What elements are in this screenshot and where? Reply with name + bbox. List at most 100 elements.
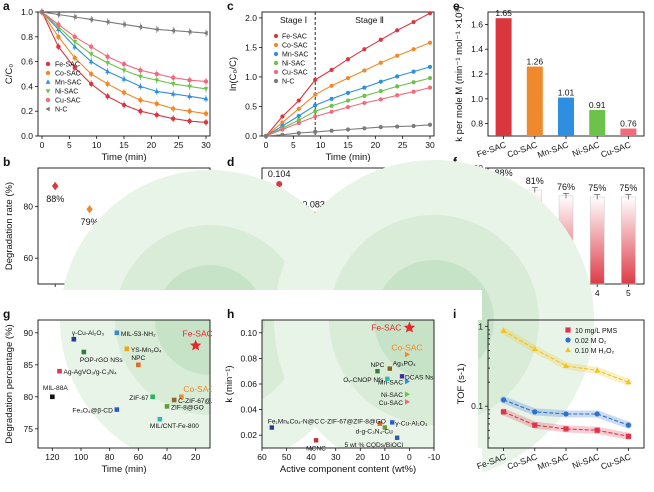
panel-a-point-Mn-SAC	[170, 91, 176, 96]
panel-h-xtick-label: -10	[428, 452, 441, 462]
panel-h-point-label: Fe₁Mn₆Co₄-N@C	[268, 419, 320, 426]
panel-a-legend-label: Mn-SAC	[55, 80, 81, 87]
panel-c-point-Cu-SAC	[378, 97, 383, 102]
panel-g-panel-label: g	[3, 307, 10, 321]
panel-c-legend-label: N-C	[282, 79, 294, 86]
panel-a-point-Ni-SAC	[170, 82, 176, 87]
panel-h-point-Ni-SAC	[404, 391, 411, 398]
panel-c-point-Ni-SAC	[296, 117, 301, 123]
panel-g-point-C-ZIF-67@ZIF-8@GO	[171, 397, 177, 403]
panel-c-stage-2-label: Stage Ⅱ	[355, 15, 384, 25]
panel-c-point-N-C	[280, 132, 285, 137]
panel-c-fit-stage2-Mn-SAC	[314, 66, 431, 106]
panel-a-legend-marker	[45, 79, 51, 84]
panel-h-xtick-label: 60	[257, 452, 267, 462]
panel-a-point-Mn-SAC	[121, 76, 127, 81]
panel-g-point-label: MIL-53-NH₂	[121, 331, 156, 338]
panel-a-point-N-C	[104, 19, 110, 25]
panel-i-point	[531, 345, 538, 352]
panel-h-ytick-label: 0.10	[240, 328, 257, 338]
panel-c-fit-stage1-Mn-SAC	[265, 104, 316, 137]
panel-a-legend-label: Cu-SAC	[55, 98, 81, 105]
panel-h-xlabel: Active component content (wt%)	[280, 464, 416, 475]
panel-h-mask	[212, 290, 482, 320]
panel-a-point-Fe-SAC	[121, 102, 127, 108]
panel-c-point-Cu-SAC	[411, 89, 416, 94]
panel-g-point-label: ZIF-67	[129, 395, 149, 402]
panel-e-panel-label: e	[453, 0, 460, 13]
panel-h-ytick-label: 0.04	[240, 405, 257, 415]
panel-a-ytick-label: 0.4	[21, 81, 33, 91]
panel-c-point-Mn-SAC	[313, 103, 318, 108]
panel-c-point-Ni-SAC	[329, 103, 334, 108]
panel-a-point-Mn-SAC	[137, 83, 143, 89]
panel-a-point-Mn-SAC	[72, 44, 78, 49]
panel-c-point-Co-SAC	[313, 92, 318, 97]
panel-a-point-Cu-SAC	[121, 61, 127, 67]
panel-a-xlabel: Time (min)	[101, 152, 146, 163]
panel-c-fit-stage2-N-C	[315, 124, 431, 133]
panel-f-xtick-label: 5	[626, 288, 631, 298]
panel-g-point-γ-Cu-Al₂O₃	[71, 336, 77, 342]
panel-a-point-Co-SAC	[56, 34, 61, 39]
panel-i-point	[500, 327, 507, 333]
panel-g-xtick-label: 100	[74, 452, 88, 462]
panel-i-point	[594, 411, 600, 417]
panel-a-ytick-label: 1.0	[21, 7, 33, 17]
panel-h-point-label: Oᵥ-CNOP Nfs	[343, 377, 384, 384]
panel-a-point-N-C	[121, 21, 126, 27]
panel-h-xtick-label: 50	[282, 452, 292, 462]
panel-c-point-Ni-SAC	[427, 76, 433, 81]
panel-h-point-NPC	[375, 369, 380, 374]
panel-h-point-label: MCNC	[306, 445, 326, 452]
panel-a-point-Cu-SAC	[105, 54, 110, 59]
panel-c-point-Fe-SAC	[362, 47, 367, 52]
panel-a-legend-marker	[45, 61, 51, 67]
panel-h-point-label: Ni-SAC	[381, 392, 403, 399]
panel-a-point-Cu-SAC	[171, 75, 176, 80]
panel-f-value-label: 75%	[588, 183, 606, 193]
panel-a-ytick-label: 0.6	[21, 57, 33, 67]
panel-e-ylabel: k per mole M (min⁻¹ mol⁻¹ ×10³)	[454, 6, 465, 141]
panel-i-legend-marker	[565, 346, 571, 353]
panel-a-legend-label: Co-SAC	[55, 71, 81, 78]
panel-g-xtick-label: 80	[105, 452, 115, 462]
panel-a-point-Cu-SAC	[138, 68, 143, 73]
panel-g-point-label: POP-rGO NSs	[80, 357, 124, 364]
panel-h-point-Oᵥ-CNOP Nfs	[385, 376, 390, 382]
panel-g-xlabel: Time (min)	[101, 464, 146, 475]
panel-e-bar-Cu-SAC	[620, 128, 637, 136]
panel-a-point-Mn-SAC	[88, 58, 94, 64]
panel-a-legend-label: Ni-SAC	[55, 89, 78, 96]
panel-c-fit-stage2-Cu-SAC	[315, 87, 431, 118]
panel-h-point-5 wt % CQDs/BiOCl	[394, 435, 400, 440]
panel-c-point-Mn-SAC	[296, 113, 301, 119]
panel-e-ytick-label: 0.8	[471, 119, 483, 129]
panel-c-point-N-C	[411, 123, 416, 129]
panel-e-value-label: 1.26	[527, 57, 544, 67]
panel-a-point-Ni-SAC	[203, 87, 209, 92]
panel-g-point-label: γ-Cu-Al₂O₃	[72, 330, 105, 337]
panel-i-point	[594, 427, 600, 433]
panel-g-point-label: C-ZIF-67@ZIF-8@GO	[178, 398, 244, 405]
panel-e-xtick-label: Ni-SAC	[571, 139, 601, 158]
panel-a-point-Ni-SAC	[187, 84, 193, 90]
panel-c-fit-stage1-Cu-SAC	[265, 115, 316, 137]
panel-c-point-N-C	[362, 126, 367, 131]
panel-c-point-Fe-SAC	[296, 98, 301, 103]
panel-e-xtick-label: Fe-SAC	[475, 139, 507, 159]
panel-c-point-Ni-SAC	[411, 80, 416, 85]
panel-i-point	[501, 409, 507, 415]
panel-c-point-N-C	[395, 124, 400, 129]
panel-a-point-Cu-SAC	[72, 34, 78, 39]
panel-a-xtick-label: 30	[201, 140, 211, 150]
panel-c-ytick-label: 1.0	[245, 72, 257, 82]
panel-a-xtick-label: 10	[92, 140, 102, 150]
panel-i-point	[563, 362, 569, 368]
panel-g-point-label: Co-SAC	[183, 384, 214, 394]
panel-g-point-Fe-SAC	[189, 339, 202, 351]
panel-g-point-Fe₃O₄@β-CD	[114, 407, 120, 412]
panel-e-xtick-label: Co-SAC	[506, 139, 539, 159]
panel-f-bar-4	[589, 196, 605, 285]
panel-h-point-label: C-ZIF-67@ZIF-8@GO	[320, 419, 386, 426]
